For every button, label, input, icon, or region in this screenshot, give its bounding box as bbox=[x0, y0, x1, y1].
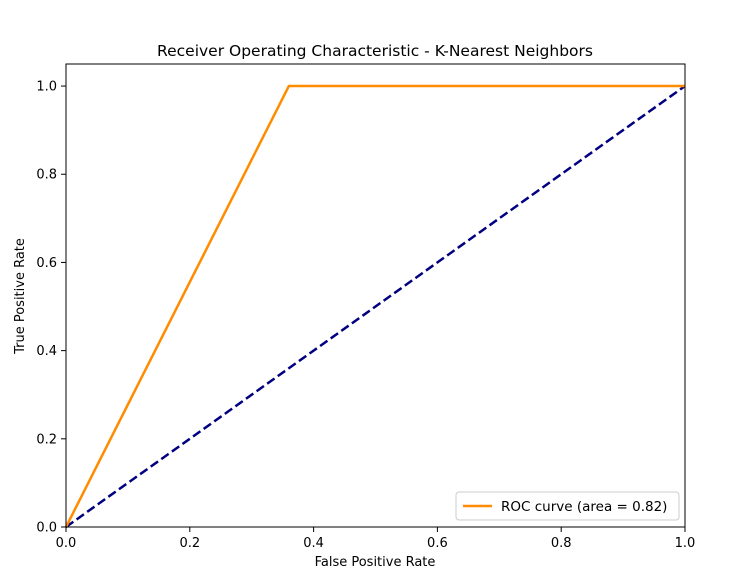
x-tick-label: 0.6 bbox=[427, 536, 448, 551]
y-tick-label: 0.2 bbox=[36, 432, 57, 447]
x-tick-label: 0.0 bbox=[56, 536, 77, 551]
y-tick-label: 1.0 bbox=[36, 80, 57, 95]
plot-frame bbox=[65, 63, 686, 528]
chance-diagonal-line bbox=[65, 85, 686, 529]
legend-box bbox=[455, 491, 680, 521]
x-tick-label: 0.2 bbox=[179, 536, 200, 551]
y-tick-label: 0.8 bbox=[36, 168, 57, 183]
x-tick-label: 0.4 bbox=[303, 536, 324, 551]
plot-lines bbox=[64, 84, 686, 529]
y-axis-label: True Positive Rate bbox=[13, 238, 28, 355]
y-axis-ticks: 0.0 0.2 0.4 0.6 0.8 1.0 bbox=[36, 80, 66, 536]
legend-label-roc: ROC curve (area = 0.82) bbox=[501, 499, 667, 515]
x-axis-label: False Positive Rate bbox=[315, 555, 436, 570]
y-tick-label: 0.0 bbox=[36, 521, 57, 536]
legend: ROC curve (area = 0.82) bbox=[455, 491, 680, 521]
y-tick-label: 0.4 bbox=[36, 344, 57, 359]
x-axis-ticks: 0.0 0.2 0.4 0.6 0.8 1.0 bbox=[56, 527, 696, 551]
y-tick-label: 0.6 bbox=[36, 256, 57, 271]
x-tick-label: 0.8 bbox=[551, 536, 572, 551]
x-tick-label: 1.0 bbox=[675, 536, 696, 551]
chart-title: Receiver Operating Characteristic - K-Ne… bbox=[157, 42, 593, 60]
roc-curve-line bbox=[64, 84, 685, 528]
